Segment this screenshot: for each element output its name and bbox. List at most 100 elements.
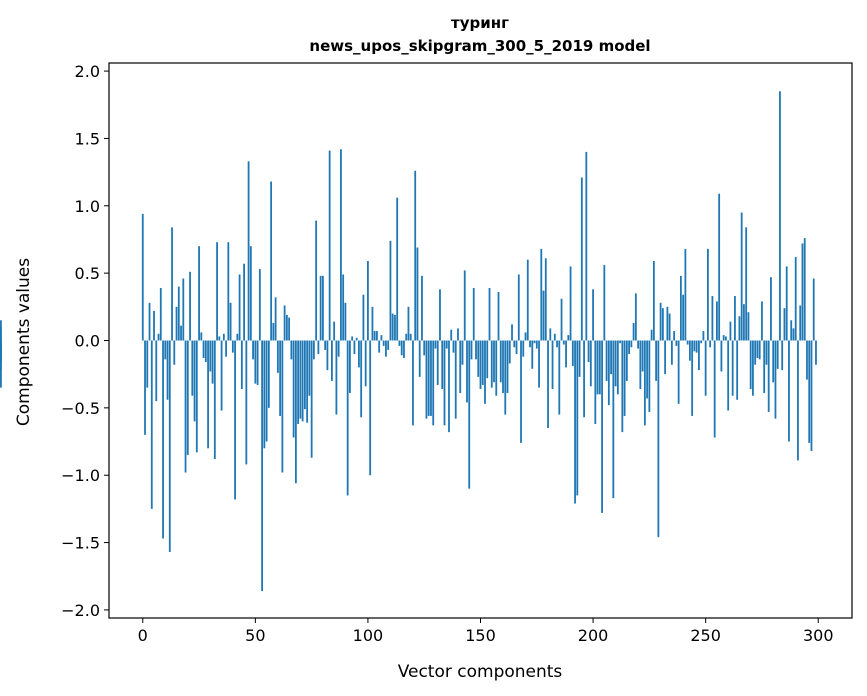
bar: [549, 328, 552, 341]
bar: [247, 161, 250, 341]
bar: [162, 340, 164, 539]
bar: [481, 340, 484, 385]
bar: [772, 340, 775, 383]
bar: [513, 340, 516, 348]
bar: [499, 340, 502, 383]
x-tick-label: 100: [353, 626, 384, 645]
bar: [569, 266, 572, 341]
bar: [484, 340, 486, 404]
x-axis: 0 50 100 150 200 250 300: [138, 618, 834, 645]
bar: [749, 340, 752, 389]
bar: [448, 340, 450, 433]
bar: [788, 340, 790, 442]
bar: [722, 335, 725, 341]
bar: [794, 256, 797, 341]
bar: [542, 290, 545, 341]
bar: [695, 340, 698, 353]
bar: [738, 316, 741, 341]
bar: [353, 340, 356, 354]
bar: [470, 340, 473, 360]
bar: [792, 328, 795, 341]
bar: [249, 246, 252, 341]
bar: [346, 340, 349, 496]
bar: [506, 340, 509, 394]
bar: [515, 340, 518, 354]
bar: [423, 340, 426, 356]
bar: [186, 340, 189, 455]
bar: [294, 340, 297, 484]
bar: [459, 340, 462, 394]
bar: [598, 340, 601, 395]
bar: [297, 340, 300, 425]
bar: [378, 340, 381, 353]
bar: [177, 286, 180, 341]
bar: [342, 274, 345, 341]
bar: [806, 340, 808, 380]
bar: [677, 340, 680, 404]
y-tick-label: 0.5: [75, 264, 100, 283]
bar: [679, 275, 682, 341]
bar: [709, 340, 712, 348]
bar: [790, 320, 793, 341]
bar: [713, 340, 716, 438]
bar: [783, 308, 786, 341]
bar: [387, 340, 390, 350]
bar: [799, 305, 802, 341]
bar: [661, 308, 664, 341]
bar: [576, 340, 579, 496]
bar: [725, 336, 727, 341]
bar: [319, 275, 322, 341]
bar: [405, 333, 408, 341]
bar: [815, 340, 817, 365]
bar: [331, 340, 333, 381]
y-tick-label: 1.0: [75, 197, 100, 216]
bar: [200, 332, 203, 341]
bar: [754, 340, 757, 365]
bar: [213, 340, 216, 460]
bar: [283, 305, 286, 341]
bar: [812, 278, 815, 341]
bar: [369, 340, 372, 476]
y-tick-label: 1.5: [75, 129, 100, 148]
bar: [538, 340, 540, 388]
bar: [774, 340, 777, 419]
bar: [659, 302, 662, 341]
bar: [168, 340, 171, 552]
bar: [610, 340, 612, 375]
bar: [209, 340, 212, 372]
chart-title: туринг: [451, 14, 509, 32]
bar: [553, 333, 556, 341]
bar: [414, 170, 417, 341]
bar: [391, 313, 394, 341]
bar: [155, 340, 158, 402]
x-tick-label: 200: [578, 626, 609, 645]
bar: [229, 302, 232, 341]
bar: [761, 301, 763, 341]
x-tick-label: 0: [138, 626, 148, 645]
bar: [303, 340, 306, 410]
bar: [0, 340, 2, 371]
bar: [202, 340, 205, 359]
bar: [612, 340, 615, 499]
bar: [477, 340, 480, 377]
bar: [718, 193, 721, 341]
bar: [166, 340, 169, 400]
bar: [389, 240, 392, 341]
bar: [603, 265, 606, 341]
bar: [434, 340, 437, 349]
bar: [321, 275, 324, 341]
bar: [565, 340, 567, 368]
bar: [720, 340, 723, 372]
bar: [204, 340, 207, 363]
bar: [461, 340, 464, 365]
bar: [666, 306, 669, 341]
bar: [376, 331, 378, 341]
bar: [493, 340, 495, 383]
bar: [551, 340, 554, 389]
bar: [634, 293, 637, 341]
bar: [601, 340, 603, 513]
bar: [301, 340, 304, 422]
bar: [497, 292, 500, 341]
y-tick-label: −2.0: [61, 601, 100, 620]
bar: [274, 297, 277, 341]
